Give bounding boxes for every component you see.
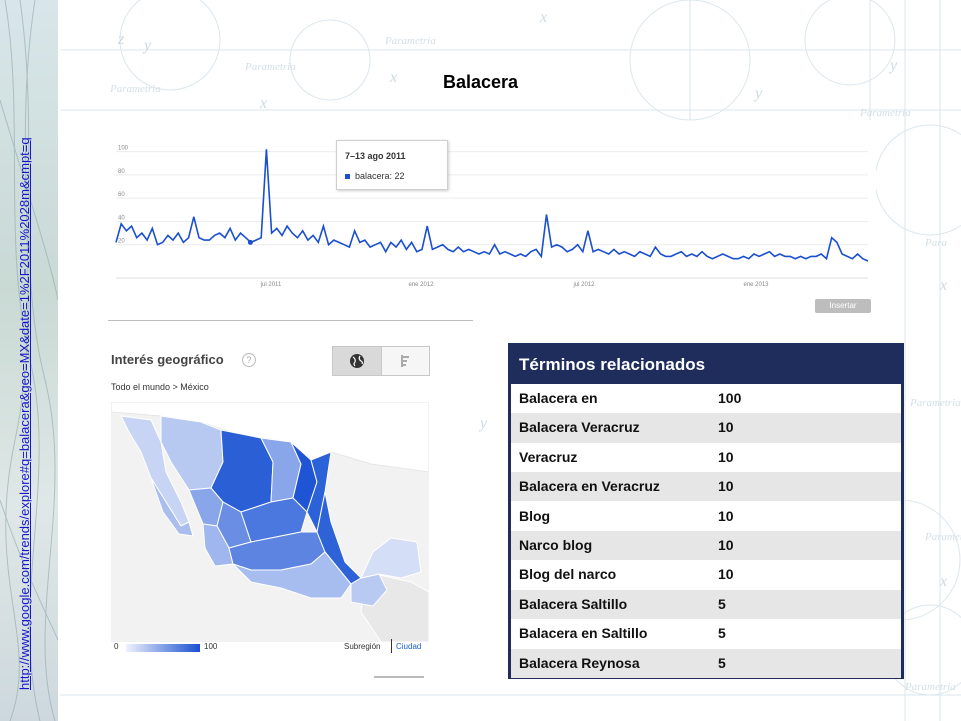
scroll-indicator <box>374 676 424 678</box>
term-value: 10 <box>718 478 734 495</box>
table-row[interactable]: Balacera en 100 <box>511 384 901 413</box>
trend-chart-svg: 100 80 60 40 20 jul 2011 ene 2012 jul 2012 ene 2… <box>115 146 869 288</box>
related-terms-header: Términos relacionados <box>511 346 901 384</box>
map-view-toggle <box>332 346 430 376</box>
geo-breadcrumb[interactable]: Todo el mundo > México <box>111 382 209 392</box>
svg-text:z: z <box>117 31 125 48</box>
geo-interest-panel: Interés geográfico ? Todo el mundo > Méx… <box>108 320 476 680</box>
globe-icon <box>350 354 364 368</box>
map-view-button[interactable] <box>333 347 382 375</box>
legend-max-label: 100 <box>204 642 218 651</box>
term-label: Blog <box>519 507 551 524</box>
table-row[interactable]: Blog 10 <box>511 502 901 531</box>
x-tick-label: jul 2011 <box>260 282 282 288</box>
geo-interest-title: Interés geográfico <box>111 352 224 367</box>
source-url-text[interactable]: http://www.google.com/trends/explore#q=b… <box>17 137 32 690</box>
term-value: 10 <box>718 507 734 524</box>
svg-text:y: y <box>478 415 488 432</box>
svg-text:x: x <box>539 9 547 26</box>
slide-title: Balacera <box>442 72 519 92</box>
city-option[interactable]: Ciudad <box>396 642 422 651</box>
svg-text:x: x <box>939 573 947 590</box>
term-value: 100 <box>718 390 742 406</box>
subregion-option[interactable]: Subregión <box>344 642 381 651</box>
mexico-heat-map[interactable] <box>111 402 429 642</box>
term-value: 10 <box>718 448 734 465</box>
series-line-balacera[interactable] <box>115 149 869 262</box>
table-row[interactable]: Balacera Reynosa 5 <box>511 648 901 678</box>
svg-text:Parametria: Parametria <box>244 61 296 73</box>
y-tick-label: 80 <box>118 169 125 175</box>
svg-text:x: x <box>939 277 947 294</box>
svg-text:Parametria: Parametria <box>924 531 961 543</box>
tooltip-series-value: balacera: 22 <box>355 171 405 181</box>
decorative-side-strip <box>0 0 58 721</box>
term-value: 5 <box>718 654 726 671</box>
series-swatch-icon <box>345 174 350 180</box>
term-value: 10 <box>718 419 734 436</box>
table-row[interactable]: Balacera Veracruz 10 <box>511 413 901 443</box>
svg-text:y: y <box>753 85 763 102</box>
tooltip-series: balacera: 22 <box>345 171 405 181</box>
term-value: 10 <box>718 566 734 583</box>
legend-min-label: 0 <box>114 642 119 651</box>
term-value: 10 <box>718 537 734 553</box>
x-tick-label: jul 2012 <box>572 282 595 288</box>
panel-divider <box>108 320 473 321</box>
table-row[interactable]: Narco blog 10 <box>511 531 901 561</box>
svg-text:Parametria: Parametria <box>909 397 961 409</box>
table-row[interactable]: Veracruz 10 <box>511 443 901 472</box>
svg-text:y: y <box>888 57 898 74</box>
y-tick-label: 100 <box>118 146 129 152</box>
svg-text:x: x <box>259 95 267 112</box>
term-value: 5 <box>718 595 726 612</box>
term-label: Blog del narco <box>519 566 617 583</box>
svg-text:Para: Para <box>924 237 948 249</box>
x-tick-label: ene 2013 <box>743 282 769 288</box>
table-row[interactable]: Balacera en Veracruz 10 <box>511 472 901 502</box>
svg-text:y: y <box>142 37 152 54</box>
interest-over-time-chart: 100 80 60 40 20 jul 2011 ene 2012 jul 2012 ene 2… <box>108 128 876 318</box>
highlighted-point[interactable] <box>247 239 253 245</box>
term-label: Balacera en Saltillo <box>519 625 648 642</box>
chart-tooltip: 7–13 ago 2011 balacera: 22 <box>336 140 448 190</box>
svg-text:Parametria: Parametria <box>904 681 956 693</box>
y-tick-label: 20 <box>118 239 125 245</box>
legend-scale <box>126 644 200 652</box>
table-row[interactable]: Balacera en Saltillo 5 <box>511 619 901 648</box>
term-value: 5 <box>718 625 726 642</box>
insert-button[interactable]: Insertar <box>815 299 871 313</box>
term-label: Balacera Veracruz <box>519 419 640 436</box>
term-label: Veracruz <box>519 448 578 465</box>
svg-text:Parametria: Parametria <box>384 35 436 47</box>
list-icon <box>401 355 409 367</box>
y-tick-label: 40 <box>118 215 125 221</box>
source-url-link[interactable]: http://www.google.com/trends/explore#q=b… <box>14 40 36 690</box>
help-icon[interactable]: ? <box>242 353 256 367</box>
tooltip-date: 7–13 ago 2011 <box>345 151 406 161</box>
svg-text:x: x <box>389 69 397 86</box>
term-label: Narco blog <box>519 537 593 553</box>
option-separator <box>391 639 392 653</box>
svg-text:Parametria: Parametria <box>109 83 161 95</box>
term-label: Balacera Reynosa <box>519 654 640 671</box>
term-label: Balacera en <box>519 390 598 406</box>
related-terms-table: Términos relacionados Balacera en 100 Bala… <box>508 343 904 679</box>
mexico-map-svg <box>111 402 429 642</box>
list-view-button[interactable] <box>382 347 429 375</box>
term-label: Balacera Saltillo <box>519 595 628 612</box>
y-tick-label: 60 <box>118 192 125 198</box>
x-tick-label: ene 2012 <box>408 282 434 288</box>
table-row[interactable]: Blog del narco 10 <box>511 560 901 589</box>
term-label: Balacera en Veracruz <box>519 478 660 495</box>
svg-text:Parametria: Parametria <box>859 107 911 119</box>
table-row[interactable]: Balacera Saltillo 5 <box>511 589 901 620</box>
